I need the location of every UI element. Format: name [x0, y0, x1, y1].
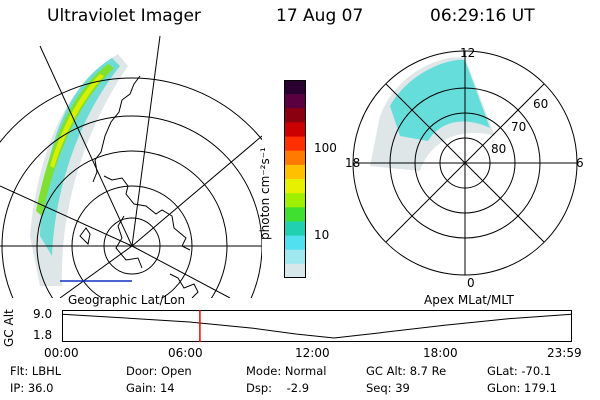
colorbar-segment [284, 221, 306, 237]
colorbar-segment [284, 235, 306, 251]
colorbar-tick-10: 10 [314, 228, 330, 242]
geographic-map-panel [0, 36, 262, 298]
colorbar-segment [284, 179, 306, 194]
aurora-halo-geo [30, 54, 128, 286]
altitude-track-plot [62, 310, 572, 342]
status-glat: GLat: -70.1 [487, 364, 552, 378]
colorbar-segment [284, 249, 306, 265]
geographic-label: Geographic Lat/Lon [68, 293, 186, 307]
colorbar-segment [284, 150, 306, 166]
time-tick-0600: 06:00 [168, 346, 203, 360]
gc-alt-axis-label: GC Alt [2, 309, 16, 347]
date-label: 17 Aug 07 [276, 6, 364, 26]
mlat-ring-60: 60 [533, 97, 549, 111]
colorbar [284, 80, 306, 278]
instrument-title: Ultraviolet Imager [47, 6, 201, 26]
status-gc-alt: GC Alt: 8.7 Re [366, 364, 447, 378]
colorbar-unit-label: photon cm⁻²s⁻¹ [258, 147, 272, 240]
apex-mlt-lines [353, 51, 577, 275]
time-tick-0000: 00:00 [44, 346, 79, 360]
coastline [79, 75, 199, 298]
colorbar-segment [284, 164, 306, 180]
alt-tick-9: 9.0 [33, 307, 53, 321]
aurora-green-geo [36, 64, 114, 216]
status-flt: Flt: LBHL [10, 364, 62, 378]
altitude-curve [62, 313, 572, 339]
time-tick-1800: 18:00 [423, 346, 458, 360]
status-door: Door: Open [126, 364, 192, 378]
status-gain: Gain: 14 [126, 381, 175, 395]
status-glon: GLon: 179.1 [487, 381, 557, 395]
colorbar-segment [284, 122, 306, 138]
alt-tick-1-8: 1.8 [33, 328, 53, 342]
colorbar-segment [284, 263, 306, 278]
colorbar-segment [284, 108, 306, 123]
colorbar-segments [284, 80, 306, 278]
colorbar-segment [284, 80, 306, 95]
apex-label: Apex MLat/MLT [424, 293, 514, 307]
status-ip: IP: 36.0 [10, 381, 54, 395]
status-mode: Mode: Normal [246, 364, 327, 378]
mlt-label-0: 0 [467, 276, 475, 290]
mlat-ring-80: 80 [491, 142, 507, 156]
status-seq: Seq: 39 [366, 381, 410, 395]
mlt-label-12: 12 [460, 46, 476, 60]
colorbar-segment [284, 136, 306, 152]
meridian-lines [0, 36, 262, 298]
colorbar-segment [284, 94, 306, 109]
time-tick-1200: 12:00 [295, 346, 330, 360]
colorbar-tick-100: 100 [314, 141, 337, 155]
colorbar-segment [284, 207, 306, 222]
mlat-ring-70: 70 [511, 120, 527, 134]
status-dsp: Dsp: -2.9 [246, 381, 310, 395]
colorbar-segment [284, 193, 306, 208]
mlt-label-18: 18 [345, 156, 361, 170]
mlt-label-6: 6 [576, 156, 584, 170]
time-label: 06:29:16 UT [430, 6, 535, 26]
aurora-yellow-geo [50, 74, 104, 168]
time-tick-2359: 23:59 [547, 346, 582, 360]
apex-polar-plot [352, 50, 578, 276]
